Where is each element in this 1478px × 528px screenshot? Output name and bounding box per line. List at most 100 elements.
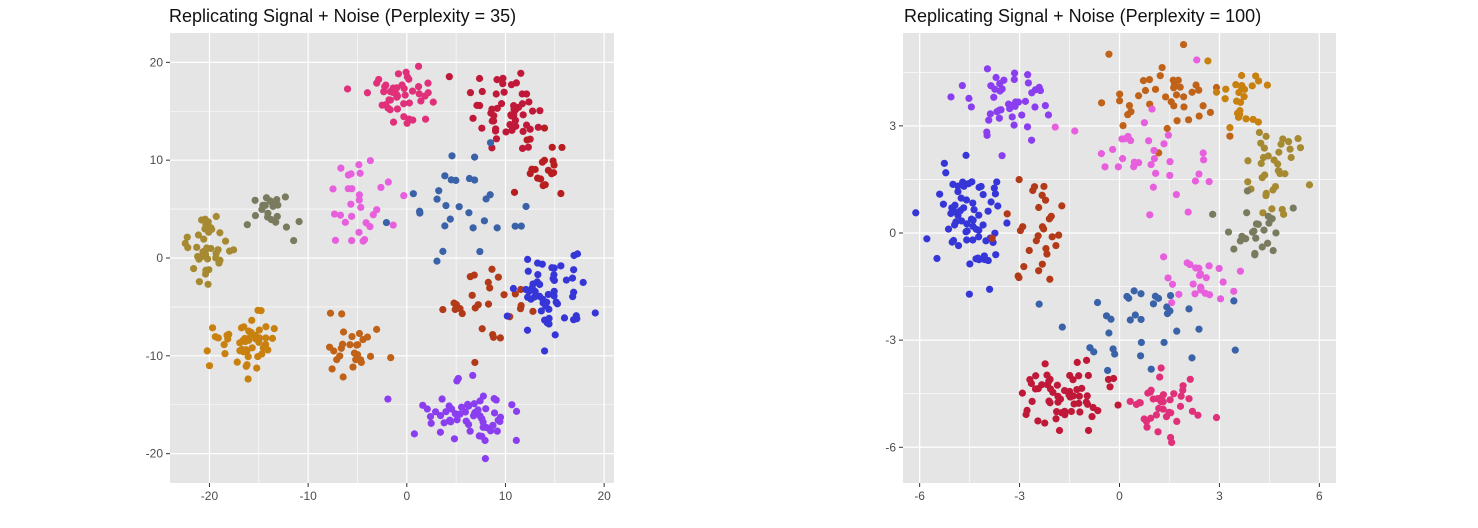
data-point xyxy=(1003,219,1011,227)
data-point xyxy=(1147,365,1155,373)
data-point xyxy=(203,347,211,355)
data-point xyxy=(995,114,1003,122)
data-point xyxy=(1180,103,1188,111)
data-point xyxy=(1015,273,1023,282)
data-point xyxy=(496,334,504,342)
data-point xyxy=(1137,290,1145,298)
data-point xyxy=(1168,298,1176,307)
data-point xyxy=(1010,121,1018,129)
data-point xyxy=(264,346,272,354)
data-point xyxy=(1237,71,1246,80)
data-point xyxy=(549,157,557,165)
data-point xyxy=(426,413,435,421)
data-point xyxy=(262,334,270,342)
data-point xyxy=(214,334,222,342)
data-point xyxy=(499,74,507,82)
data-point xyxy=(1151,85,1160,93)
data-point xyxy=(545,305,553,313)
data-point xyxy=(1104,366,1112,375)
data-point xyxy=(486,139,495,147)
y-tick-label: -10 xyxy=(146,349,164,363)
data-point xyxy=(355,196,363,204)
data-point xyxy=(224,335,232,343)
data-point xyxy=(966,260,974,268)
data-point xyxy=(465,174,474,183)
data-point xyxy=(215,259,223,267)
data-point xyxy=(266,197,274,205)
data-point xyxy=(1179,40,1188,49)
data-point xyxy=(519,127,527,136)
data-point xyxy=(1104,375,1113,384)
data-point xyxy=(557,189,565,198)
data-point xyxy=(493,104,501,112)
data-point xyxy=(983,65,992,73)
data-point xyxy=(1088,412,1096,421)
data-point xyxy=(1012,98,1020,106)
y-tick-label: -20 xyxy=(146,447,164,461)
data-point xyxy=(992,251,1000,259)
data-point xyxy=(1265,219,1273,227)
data-point xyxy=(202,221,210,229)
data-point xyxy=(484,300,493,308)
data-point xyxy=(401,91,409,99)
data-point xyxy=(969,236,977,244)
data-point xyxy=(1150,155,1159,163)
data-point xyxy=(543,298,551,306)
data-point xyxy=(1097,99,1106,107)
data-point xyxy=(1145,137,1153,145)
data-point xyxy=(389,118,398,126)
data-point xyxy=(1202,274,1210,282)
data-point xyxy=(442,408,450,416)
data-point xyxy=(1196,270,1205,278)
x-tick-label: 0 xyxy=(1116,489,1123,503)
data-point xyxy=(1195,112,1203,120)
data-point xyxy=(273,212,281,221)
data-point xyxy=(366,223,374,231)
data-point xyxy=(1148,105,1156,113)
data-point xyxy=(1047,212,1055,220)
data-point xyxy=(939,200,948,208)
data-point xyxy=(1146,211,1154,219)
data-point xyxy=(492,396,500,404)
y-tick-label: 0 xyxy=(156,251,163,265)
data-point xyxy=(366,352,375,360)
data-point xyxy=(1249,115,1257,124)
data-point xyxy=(1173,327,1181,335)
data-point xyxy=(221,237,230,245)
data-point xyxy=(1021,97,1030,105)
data-point xyxy=(548,143,556,151)
data-point xyxy=(195,278,203,286)
data-point xyxy=(1264,239,1272,247)
data-point xyxy=(446,215,454,223)
data-point xyxy=(1221,95,1229,103)
data-point xyxy=(534,123,542,131)
data-point xyxy=(221,350,229,358)
data-point xyxy=(338,340,347,348)
data-point xyxy=(493,76,501,84)
data-point xyxy=(386,106,394,114)
data-point xyxy=(466,89,475,97)
data-point xyxy=(544,166,553,174)
data-point xyxy=(512,79,520,87)
data-point xyxy=(992,73,1000,82)
data-point xyxy=(1052,415,1060,423)
data-point xyxy=(524,267,532,275)
data-point xyxy=(1109,145,1117,154)
data-point xyxy=(540,347,549,355)
data-point xyxy=(1150,146,1158,155)
data-point xyxy=(1243,187,1252,195)
data-point xyxy=(975,256,983,264)
data-point xyxy=(1262,132,1270,140)
data-point xyxy=(1090,348,1098,356)
data-point xyxy=(1031,385,1040,393)
data-point xyxy=(198,253,206,261)
data-point xyxy=(1035,267,1043,275)
data-point xyxy=(591,309,599,317)
data-point xyxy=(1046,275,1054,283)
data-point xyxy=(445,73,453,81)
data-point xyxy=(1126,397,1134,406)
data-point xyxy=(991,190,1000,198)
data-point xyxy=(517,222,525,230)
data-point xyxy=(481,436,489,445)
